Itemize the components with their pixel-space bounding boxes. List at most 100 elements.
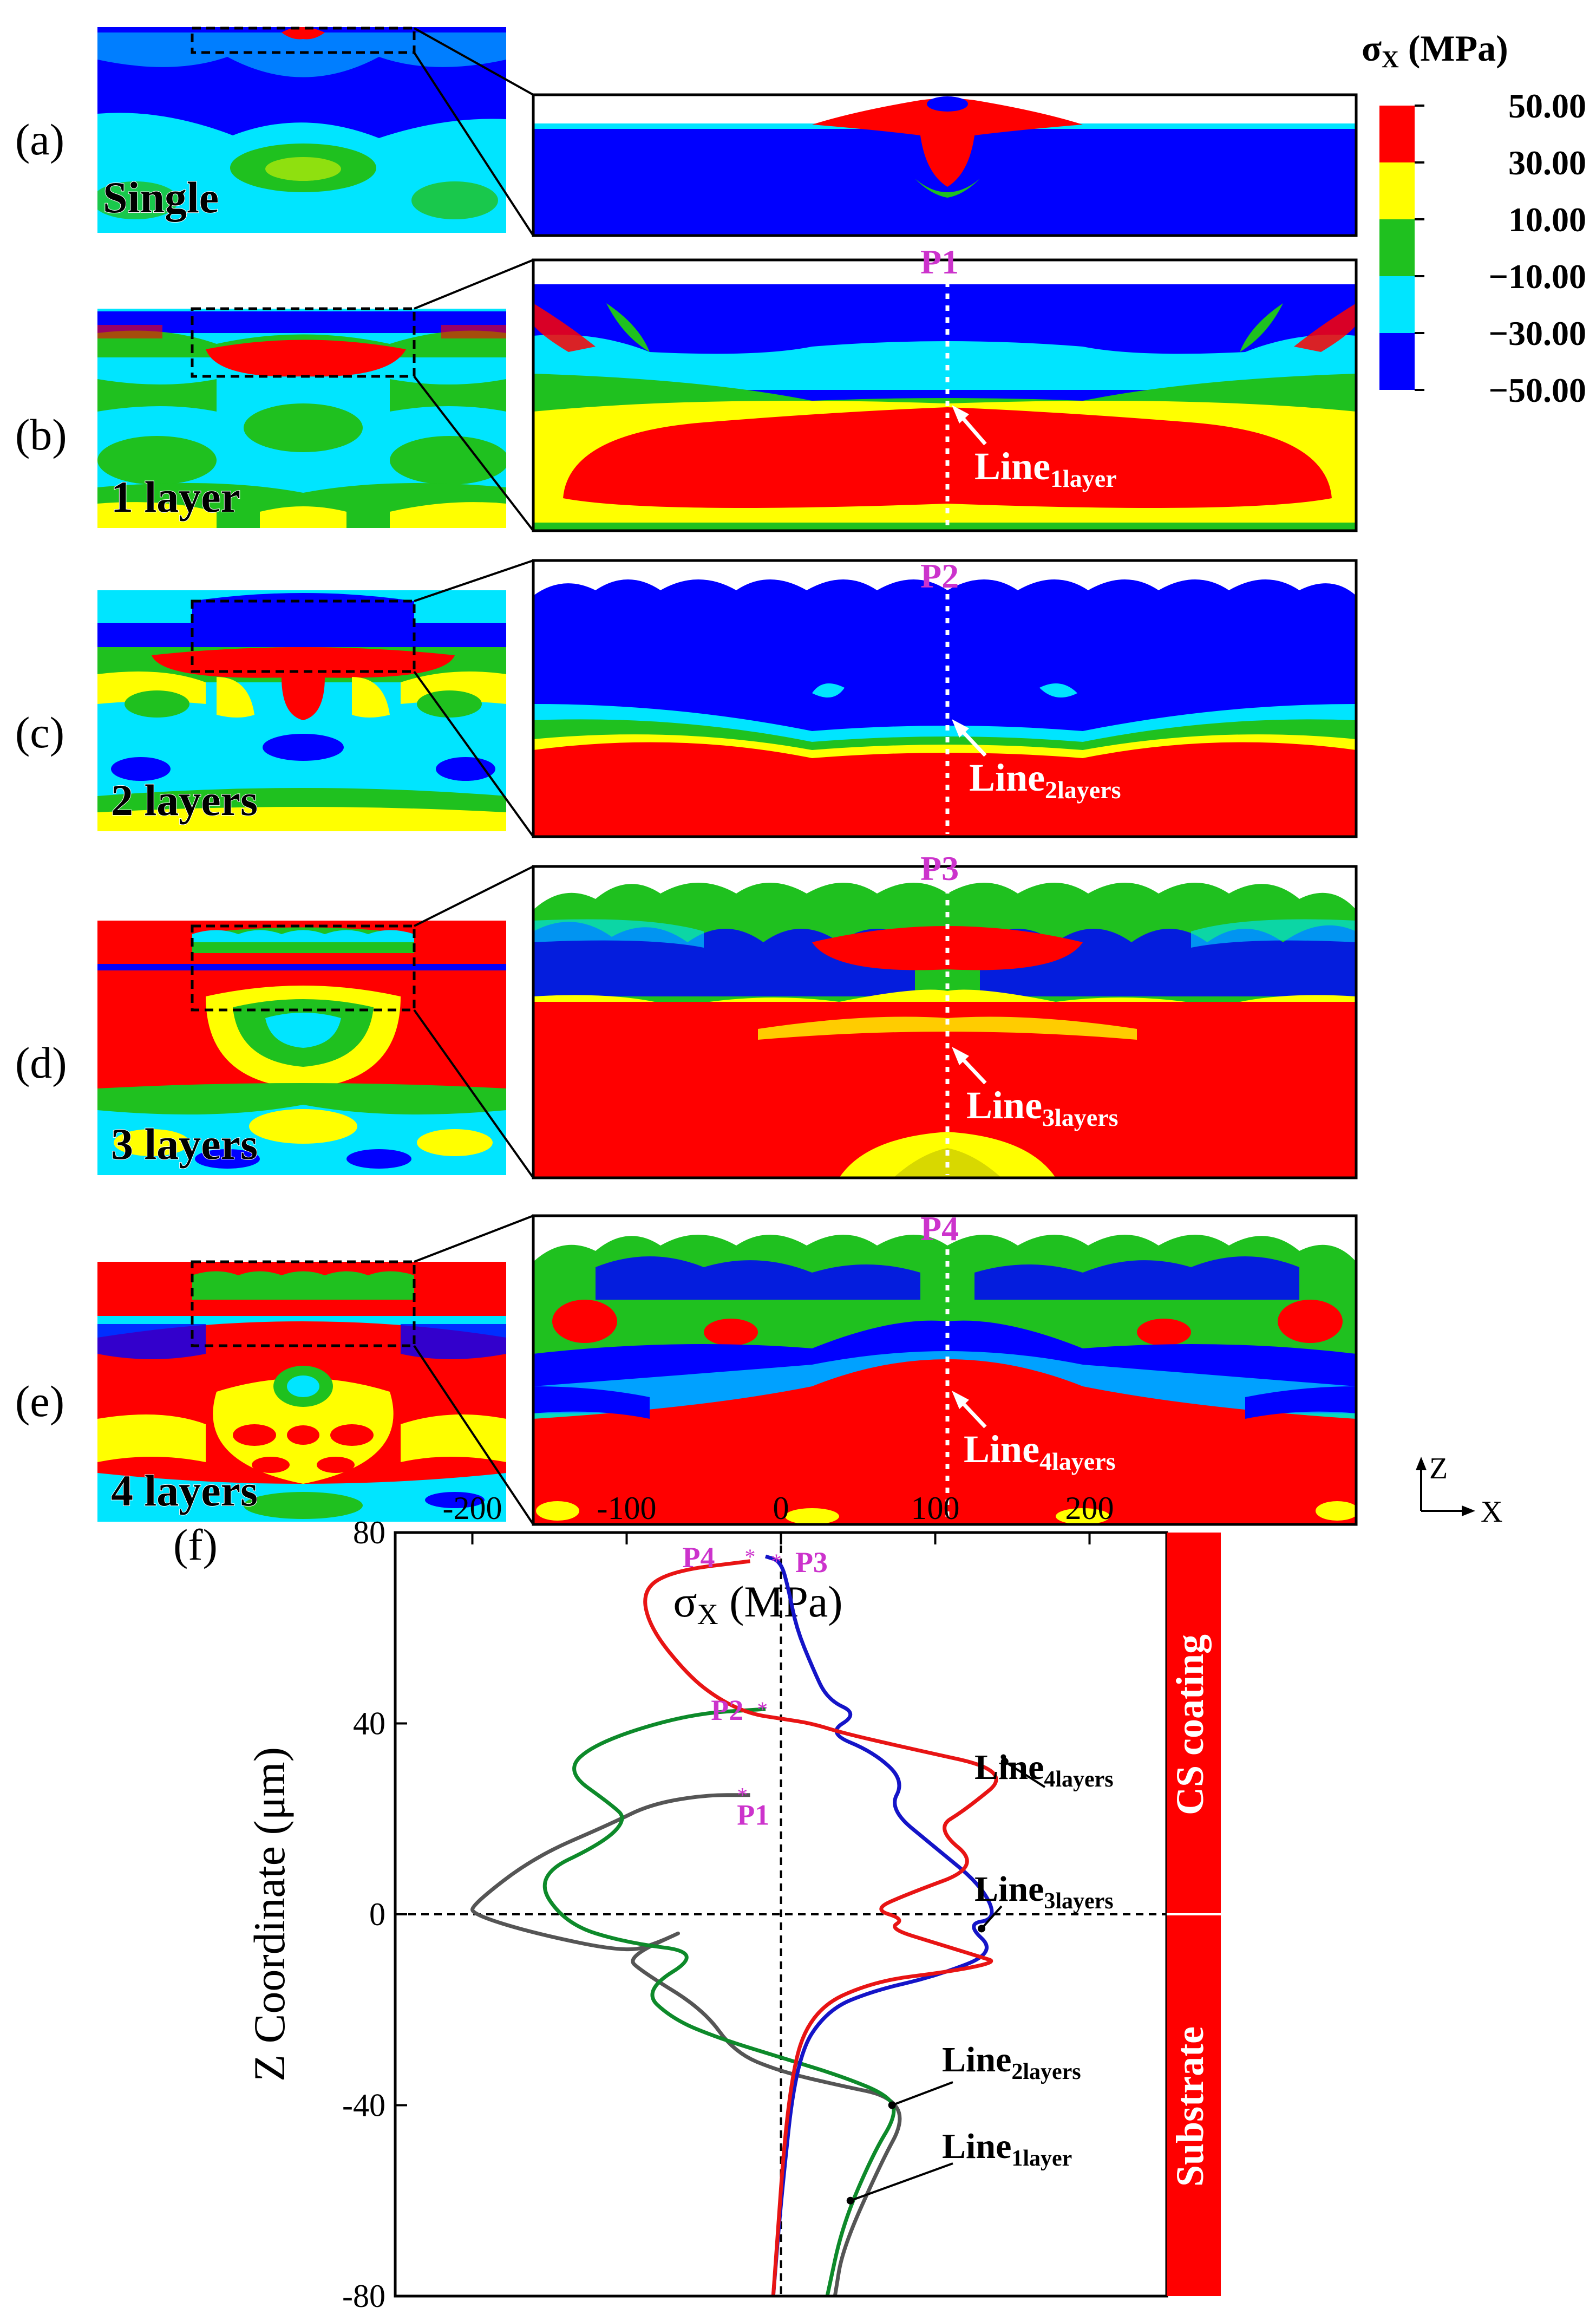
x-tick-label: -100 (597, 1490, 657, 1526)
panel-c: (c) 2 layers (15, 559, 1358, 838)
y-tick-label: -80 (342, 2278, 385, 2314)
panel-d-label: (d) (15, 1038, 67, 1087)
point-markers: P1 P2 P3 P4 (920, 243, 959, 1248)
line-labels: Line1layer Line2layers Line3layers Line4… (964, 445, 1121, 1475)
svg-text:Line3layers: Line3layers (966, 1084, 1118, 1131)
panel-d-point: P3 (920, 849, 959, 888)
colorbar-swatch (1379, 276, 1415, 333)
panel-e-label: (e) (15, 1377, 64, 1426)
panel-e-line: Line (964, 1427, 1039, 1471)
x-tick-label: 200 (1065, 1490, 1114, 1526)
series-label-4layers: Line4layers (974, 1748, 1114, 1792)
region-label-coating: CS coating (1168, 1634, 1212, 1815)
series-label-2layers: Line2layers (942, 2040, 1081, 2084)
panel-e-zoom-box (191, 1260, 416, 1347)
chart-x-axis-title: σX (MPa) (673, 1577, 842, 1631)
panel-d-line: Line (966, 1084, 1042, 1127)
point-star: * (771, 1549, 782, 1574)
panel-b-line: Line (974, 445, 1050, 488)
panel-a: (a) Single (15, 27, 1358, 237)
colorbar-tick-label: 50.00 (1508, 87, 1586, 125)
colorbar-tick-label: −30.00 (1489, 314, 1586, 353)
panel-d-zoom-contour (533, 866, 1356, 1178)
region-label-substrate: Substrate (1168, 2026, 1212, 2187)
panel-e-point: P4 (920, 1209, 959, 1248)
panel-a-small-contour (97, 27, 506, 233)
colorbar-swatch (1379, 106, 1415, 162)
x-tick-label: 0 (773, 1490, 789, 1526)
colorbar-swatch (1379, 333, 1415, 390)
panel-b: (b) 1 layer (15, 258, 1358, 532)
panel-d: (d) 3 layers (15, 865, 1358, 1179)
panel-c-line-sub: 2layers (1045, 776, 1121, 804)
panel-c-zoom-box (191, 599, 416, 673)
panel-c-line: Line (969, 756, 1045, 799)
line-annotations (952, 405, 987, 1429)
y-tick-label: 40 (353, 1706, 385, 1742)
colorbar: σX (MPa) 50.00 30.00 10.00 −10.00 −30.00 −50.… (1362, 28, 1586, 409)
panel-c-name: 2 layers (111, 775, 258, 825)
point-label-p2: P2 (711, 1694, 743, 1726)
series-line-4layers (643, 1559, 998, 2296)
series-line-2layers (542, 1707, 896, 2296)
panel-b-zoom-box (191, 307, 416, 378)
point-label-p1: P1 (737, 1799, 769, 1831)
series-callout-head (846, 2196, 854, 2205)
point-label-p3: P3 (795, 1546, 828, 1579)
colorbar-tick-label: 10.00 (1508, 200, 1586, 239)
x-tick-label: -200 (443, 1490, 502, 1526)
series-line-3layers (764, 1554, 994, 2296)
svg-text:Line2layers: Line2layers (969, 756, 1121, 804)
panel-d-small-contour (97, 921, 506, 1175)
series-callout-head (1000, 1758, 1009, 1765)
colorbar-tick-label: −10.00 (1489, 257, 1586, 296)
svg-text:Line4layers: Line4layers (964, 1427, 1116, 1475)
y-tick-label: 0 (369, 1896, 385, 1932)
panel-b-name: 1 layer (111, 472, 240, 521)
series-callout-arrow (1004, 1761, 1046, 1788)
axis-x-label: X (1481, 1495, 1502, 1529)
colorbar-swatch (1379, 162, 1415, 219)
axes-indicator: Z X (1416, 1452, 1502, 1529)
panel-e-line-sub: 4layers (1039, 1448, 1116, 1475)
series-callout-arrow (850, 2162, 953, 2202)
series-line-1layer (470, 1793, 902, 2296)
panel-c-zoom-contour (533, 560, 1356, 837)
series-callout-head (888, 2101, 896, 2109)
panel-e-zoom-contour (533, 1216, 1356, 1524)
panel-a-zoom-box (191, 27, 416, 54)
panel-e-small-contour (97, 1262, 506, 1522)
colorbar-tick-label: −50.00 (1489, 371, 1586, 409)
panel-c-point: P2 (920, 557, 959, 595)
panel-e-name: 4 layers (111, 1466, 258, 1515)
panel-f-label: (f) (173, 1520, 218, 1569)
series-callout-head (978, 1925, 985, 1933)
panel-d-zoom-box (191, 924, 416, 1012)
point-star: * (745, 1544, 756, 1569)
series-callout-arrow (891, 2081, 953, 2107)
series-label-3layers: Line3layers (974, 1869, 1114, 1914)
colorbar-tick-label: 30.00 (1508, 144, 1586, 182)
x-tick-label: 100 (911, 1490, 960, 1526)
point-star: * (757, 1697, 768, 1722)
panel-b-label: (b) (15, 410, 67, 459)
panel-f-chart: (f) σX (MPa) Z Coordinate (μm) *P1*P2* P3… (173, 1490, 1221, 2314)
panel-e: (e) 4 layers (15, 1214, 1358, 1526)
panel-c-label: (c) (15, 708, 64, 757)
series-callout-arrow (980, 1905, 1003, 1929)
svg-text:Line1layer: Line1layer (974, 445, 1117, 492)
axis-z-label: Z (1429, 1452, 1448, 1485)
panel-b-small-contour (97, 309, 506, 528)
colorbar-title: σX (MPa) (1362, 28, 1508, 73)
y-tick-label: 80 (353, 1515, 385, 1550)
panel-c-small-contour (97, 590, 506, 831)
point-label-p4: P4 (683, 1541, 715, 1574)
panel-a-zoom-contour (533, 95, 1356, 236)
point-star: * (737, 1783, 748, 1808)
panel-d-name: 3 layers (111, 1119, 258, 1169)
chart-y-axis-title: Z Coordinate (μm) (245, 1747, 294, 2082)
series-label-1layer: Line1layer (942, 2127, 1072, 2171)
colorbar-swatch (1379, 219, 1415, 276)
panel-d-line-sub: 3layers (1042, 1104, 1118, 1131)
